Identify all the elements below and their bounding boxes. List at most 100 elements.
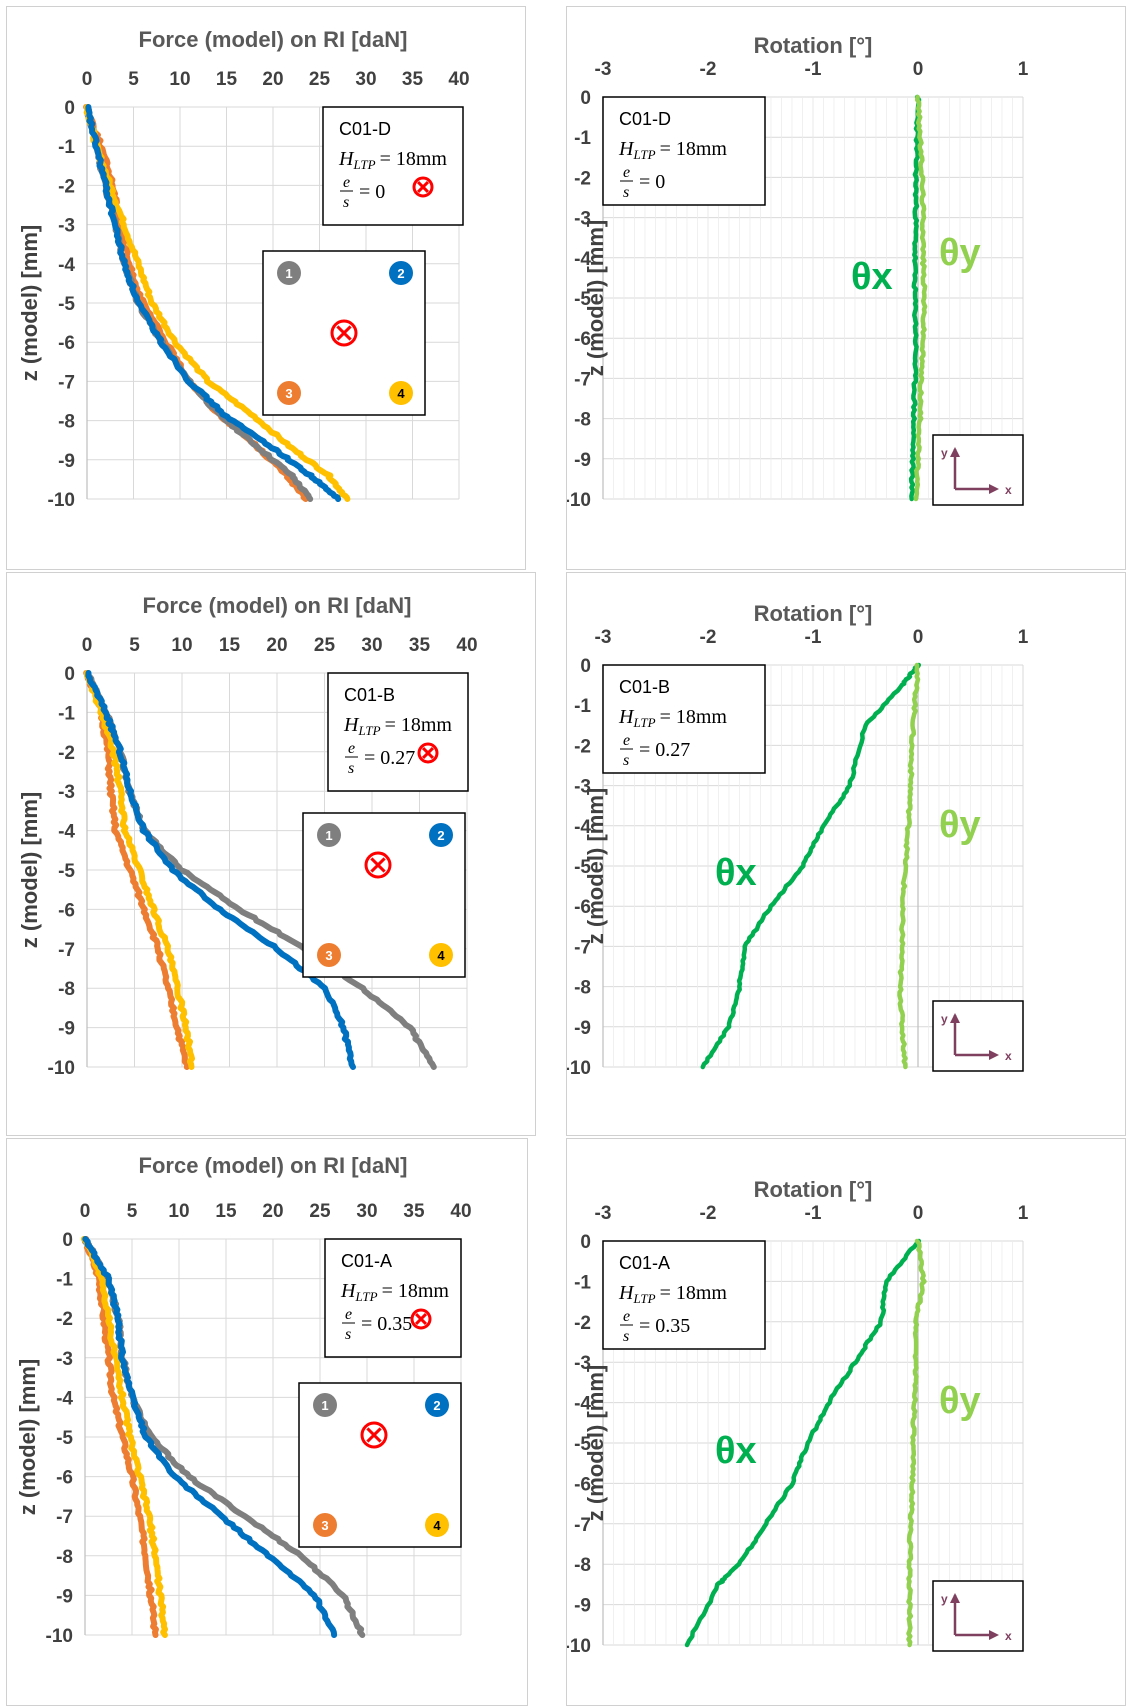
annotation-e: e [623,1308,630,1325]
annotation-e: e [345,1306,352,1323]
y-tick-label: -5 [574,289,591,310]
x-tick-label: 10 [171,635,192,656]
pile-2-label: 2 [437,828,444,843]
rotation-chart-c01-a: Rotation [°]-3-2-1010-1-2-3-4-5-6-7-8-9-… [566,1138,1126,1706]
y-tick-label: -4 [574,817,591,838]
axes-icon-arrow-x [989,1050,999,1060]
load-marker-small [417,742,439,764]
annotation-box [324,1238,462,1358]
load-marker-large-cross [370,857,386,873]
chart-title: Force (model) on RI [daN] [139,27,408,52]
pile-2-icon [389,261,413,285]
y-tick-label: -6 [574,897,591,918]
series-line-pile-3 [83,670,191,1070]
series-line-theta-y [906,1238,927,1648]
y-tick-label: -9 [574,1596,591,1617]
x-tick-label: 35 [403,1201,425,1222]
y-tick-label: -7 [574,369,591,390]
y-axis-label: z (model) [mm] [15,1359,40,1515]
hltp-symbol: H [343,714,360,736]
chart-title: Rotation [°] [754,601,873,626]
y-tick-label: -4 [574,249,591,270]
rotation-chart-c01-b-svg: Rotation [°]-3-2-1010-1-2-3-4-5-6-7-8-9-… [567,601,1029,1079]
x-tick-label: 1 [1018,1203,1029,1224]
pile-3-icon [277,381,301,405]
y-tick-label: -4 [574,1394,591,1415]
x-tick-label: 30 [356,1201,377,1222]
annotation-hltp: HLTP = 18mm [618,138,727,162]
series-line-pile-2 [85,670,356,1070]
x-tick-label: -1 [805,1203,822,1224]
x-tick-label: -2 [700,627,717,648]
load-marker-large-cross [366,1427,382,1443]
plot-group: Rotation [°]-3-2-1010-1-2-3-4-5-6-7-8-9-… [567,601,1029,1079]
y-tick-label: -7 [574,1515,591,1536]
x-tick-label: 1 [1018,59,1029,80]
annotation-s: s [623,752,629,769]
annotation-case-id: C01-A [341,1251,392,1271]
y-tick-label: -2 [58,176,75,197]
x-tick-label: -1 [805,59,822,80]
x-tick-label: 40 [448,69,469,90]
load-marker-large-cross [336,325,352,341]
y-tick-label: -10 [46,1626,73,1647]
x-tick-label: 20 [262,69,283,90]
axes-icon-x-label: x [1005,483,1012,497]
y-tick-label: -7 [574,937,591,958]
theta-y-label: θy [939,232,981,274]
y-tick-label: -2 [574,168,591,189]
theta-x-label: θx [851,256,893,298]
y-tick-label: -7 [58,372,75,393]
axes-icon-y-label: y [941,1592,948,1606]
axes-icon-arrow-y [950,1013,960,1023]
y-tick-label: -3 [574,1353,591,1374]
series-line-theta-y [897,662,921,1070]
y-tick-label: -3 [574,777,591,798]
pile-2-icon [425,1393,449,1417]
y-tick-label: -10 [48,490,75,511]
y-tick-label: 0 [580,1232,591,1253]
x-tick-label: 25 [309,1201,331,1222]
pile-4-icon [429,943,453,967]
annotation-e: e [348,740,355,757]
hltp-symbol: H [338,148,355,170]
y-tick-label: -6 [574,329,591,350]
x-tick-label: 15 [215,1201,237,1222]
y-tick-label: -3 [574,209,591,230]
pile-4-icon [425,1513,449,1537]
x-tick-label: 5 [127,1201,138,1222]
series-line-pile-3 [83,1236,159,1638]
chart-title: Force (model) on RI [daN] [143,593,412,618]
axes-icon-y-label: y [941,446,948,460]
x-tick-label: 0 [82,635,93,656]
chart-title: Rotation [°] [754,33,873,58]
hltp-subscript: LTP [632,715,655,730]
annotation-e-value: = 0 [639,171,665,193]
y-tick-label: -10 [48,1058,75,1079]
x-tick-label: 35 [409,635,431,656]
hltp-subscript: LTP [357,723,380,738]
pile-3-label: 3 [285,386,292,401]
pile-1-icon [317,823,341,847]
annotation-case-id: C01-B [344,685,395,705]
y-tick-label: -4 [56,1388,73,1409]
series-line-pile-4 [83,104,351,502]
series-line-pile-4 [80,1236,168,1638]
pile-4-label: 4 [437,948,445,963]
force-chart-c01-d-svg: Force (model) on RI [daN]0 5 10 15 20 25 30 35 4… [17,27,470,511]
pile-1-label: 1 [321,1398,328,1413]
pile-1-icon [313,1393,337,1417]
annotation-hltp: HLTP = 18mm [340,1280,449,1304]
axes-icon-frame [932,434,1024,506]
annotation-case-id: C01-B [619,677,670,697]
pile-3-label: 3 [321,1518,328,1533]
plot-group: Force (model) on RI [daN]0 5 10 15 20 25 30 35 4… [15,1153,472,1647]
chart-title: Rotation [°] [754,1177,873,1202]
plot-group: Rotation [°]-3-2-1010-1-2-3-4-5-6-7-8-9-… [567,33,1029,511]
x-tick-label: 30 [355,69,376,90]
theta-y-label: θy [939,804,981,846]
pile-4-label: 4 [433,1518,441,1533]
y-tick-label: 0 [64,98,75,119]
y-tick-label: -10 [567,1058,591,1079]
y-axis-label: z (model) [mm] [17,225,42,381]
